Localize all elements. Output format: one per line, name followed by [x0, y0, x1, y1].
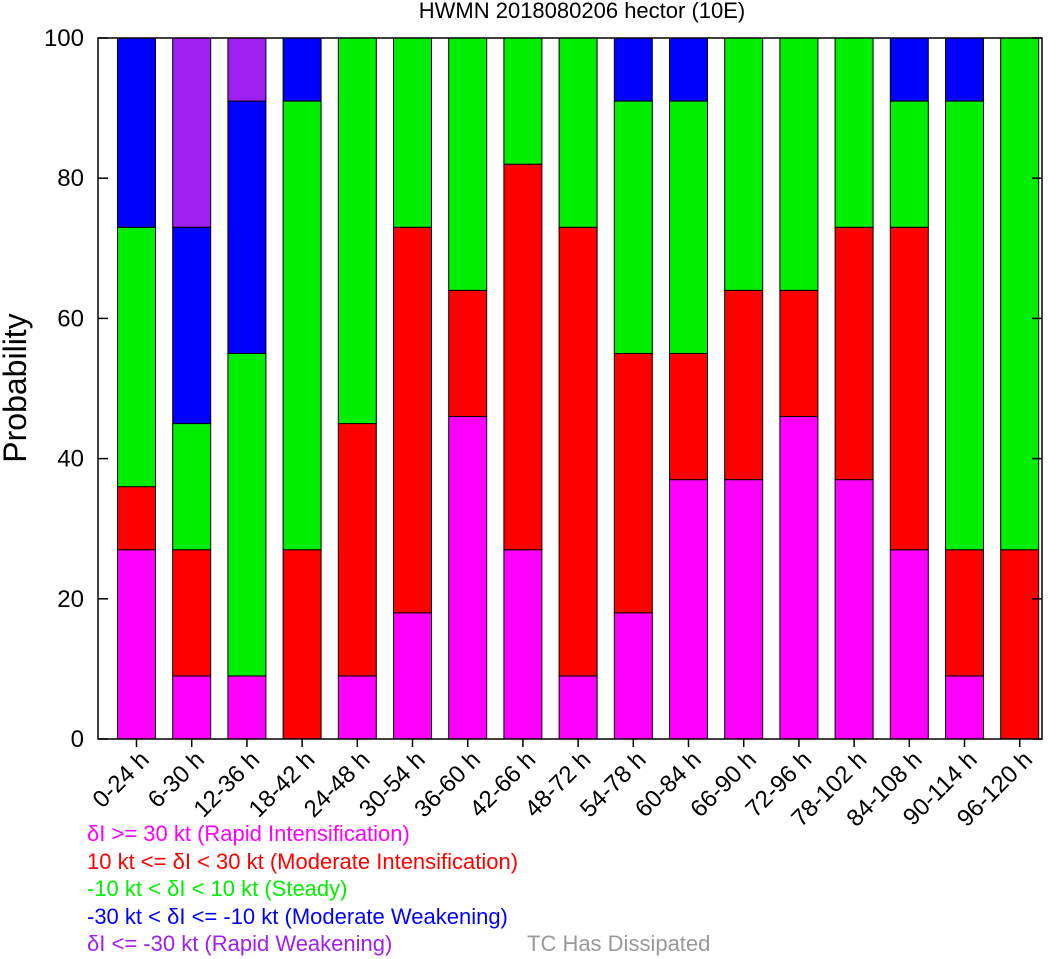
bar-segment-60-84h-s3 [669, 37, 708, 102]
bar-segment-36-60h-s0 [448, 416, 488, 740]
bar-segment-48-72h-s2 [558, 37, 598, 228]
bar-segment-48-72h-s1 [558, 226, 598, 677]
legend-entry-1: 10 kt <= δI < 30 kt (Moderate Intensific… [87, 848, 519, 874]
bar-segment-0-24h-s0 [117, 549, 156, 740]
bar-segment-18-42h-s3 [282, 37, 322, 102]
plot-frame [97, 37, 1043, 740]
axes-group: 0 20 40 60 80 100 [44, 25, 1043, 753]
y-tick-label-40: 40 [57, 446, 84, 473]
bar-segment-90-114h-s2 [945, 100, 984, 551]
bar-segment-6-30h-s3 [172, 226, 212, 425]
bar-segment-30-54h-s2 [393, 37, 432, 228]
bar-segment-72-96h-s2 [779, 37, 819, 291]
bar-segment-96-120h-s2 [1000, 37, 1040, 551]
bar-segment-72-96h-s0 [779, 416, 819, 740]
bar-segment-36-60h-s2 [448, 37, 488, 291]
x-tick-label-0-24h: 0-24 h [88, 746, 155, 813]
bar-segment-0-24h-s2 [117, 226, 156, 488]
bar-segment-42-66h-s1 [503, 163, 543, 551]
bar-segment-54-78h-s2 [613, 100, 653, 354]
bar-segment-84-108h-s1 [889, 226, 929, 551]
y-tick-label-0: 0 [71, 726, 84, 753]
bar-segment-0-24h-s1 [117, 486, 156, 551]
bar-segment-12-36h-s4 [227, 37, 267, 102]
bar-segment-54-78h-s3 [613, 37, 653, 102]
bar-segment-30-54h-s0 [393, 612, 432, 740]
bar-segment-66-90h-s2 [724, 37, 764, 291]
bar-segment-66-90h-s0 [724, 479, 764, 740]
bar-segment-66-90h-s1 [724, 289, 764, 481]
bar-segment-84-108h-s2 [889, 100, 929, 228]
bar-segment-24-48h-s2 [337, 37, 377, 425]
bar-segment-6-30h-s2 [172, 423, 212, 551]
bar-segment-54-78h-s0 [613, 612, 653, 740]
bar-segment-84-108h-s0 [889, 549, 929, 740]
chart-title: HWMN 2018080206 hector (10E) [419, 0, 746, 23]
bar-segment-6-30h-s4 [172, 37, 212, 228]
legend-entry-3: -30 kt < δI <= -10 kt (Moderate Weakenin… [87, 903, 508, 929]
bar-segment-60-84h-s2 [669, 100, 708, 354]
bar-segment-42-66h-s2 [503, 37, 543, 165]
bar-segment-12-36h-s0 [227, 675, 267, 740]
y-tick-label-20: 20 [57, 586, 84, 613]
bar-segment-6-30h-s0 [172, 675, 212, 740]
y-tick-label-60: 60 [57, 305, 84, 332]
bar-segment-6-30h-s1 [172, 549, 212, 677]
legend-entry-2: -10 kt < δI < 10 kt (Steady) [87, 876, 348, 901]
bar-segment-12-36h-s3 [227, 100, 267, 354]
bar-segment-18-42h-s1 [282, 549, 322, 740]
bar-segment-78-102h-s1 [834, 226, 874, 481]
bar-segment-78-102h-s0 [834, 479, 874, 740]
bar-segment-12-36h-s2 [227, 352, 267, 677]
bar-segment-36-60h-s1 [448, 289, 488, 418]
bar-segment-54-78h-s1 [613, 352, 653, 614]
y-tick-label-100: 100 [44, 25, 84, 52]
bar-segment-72-96h-s1 [779, 289, 819, 418]
bar-segment-90-114h-s0 [945, 675, 984, 740]
legend-entry-0: δI >= 30 kt (Rapid Intensification) [87, 821, 410, 846]
bar-segment-0-24h-s3 [117, 37, 156, 228]
legend-entry-dissipated: TC Has Dissipated [527, 931, 711, 956]
bar-segment-96-120h-s1 [1000, 549, 1040, 740]
bar-segment-30-54h-s1 [393, 226, 432, 614]
bar-segment-48-72h-s0 [558, 675, 598, 740]
bar-segment-60-84h-s1 [669, 352, 708, 481]
bar-segment-90-114h-s1 [945, 549, 984, 677]
y-tick-label-80: 80 [57, 165, 84, 192]
bar-segment-24-48h-s0 [337, 675, 377, 740]
legend-entry-4: δI <= -30 kt (Rapid Weakening) [87, 931, 393, 956]
bar-segment-60-84h-s0 [669, 479, 708, 740]
bar-segment-84-108h-s3 [889, 37, 929, 102]
bar-segment-90-114h-s3 [945, 37, 984, 102]
bars-group [117, 37, 1040, 740]
x-tick-labels: 0-24 h6-30 h12-36 h18-42 h24-48 h30-54 h… [88, 746, 1038, 832]
bar-segment-18-42h-s2 [282, 100, 322, 551]
bar-segment-24-48h-s1 [337, 423, 377, 677]
y-axis-label: Probability [0, 313, 33, 462]
bar-segment-78-102h-s2 [834, 37, 874, 228]
bar-segment-42-66h-s0 [503, 549, 543, 740]
